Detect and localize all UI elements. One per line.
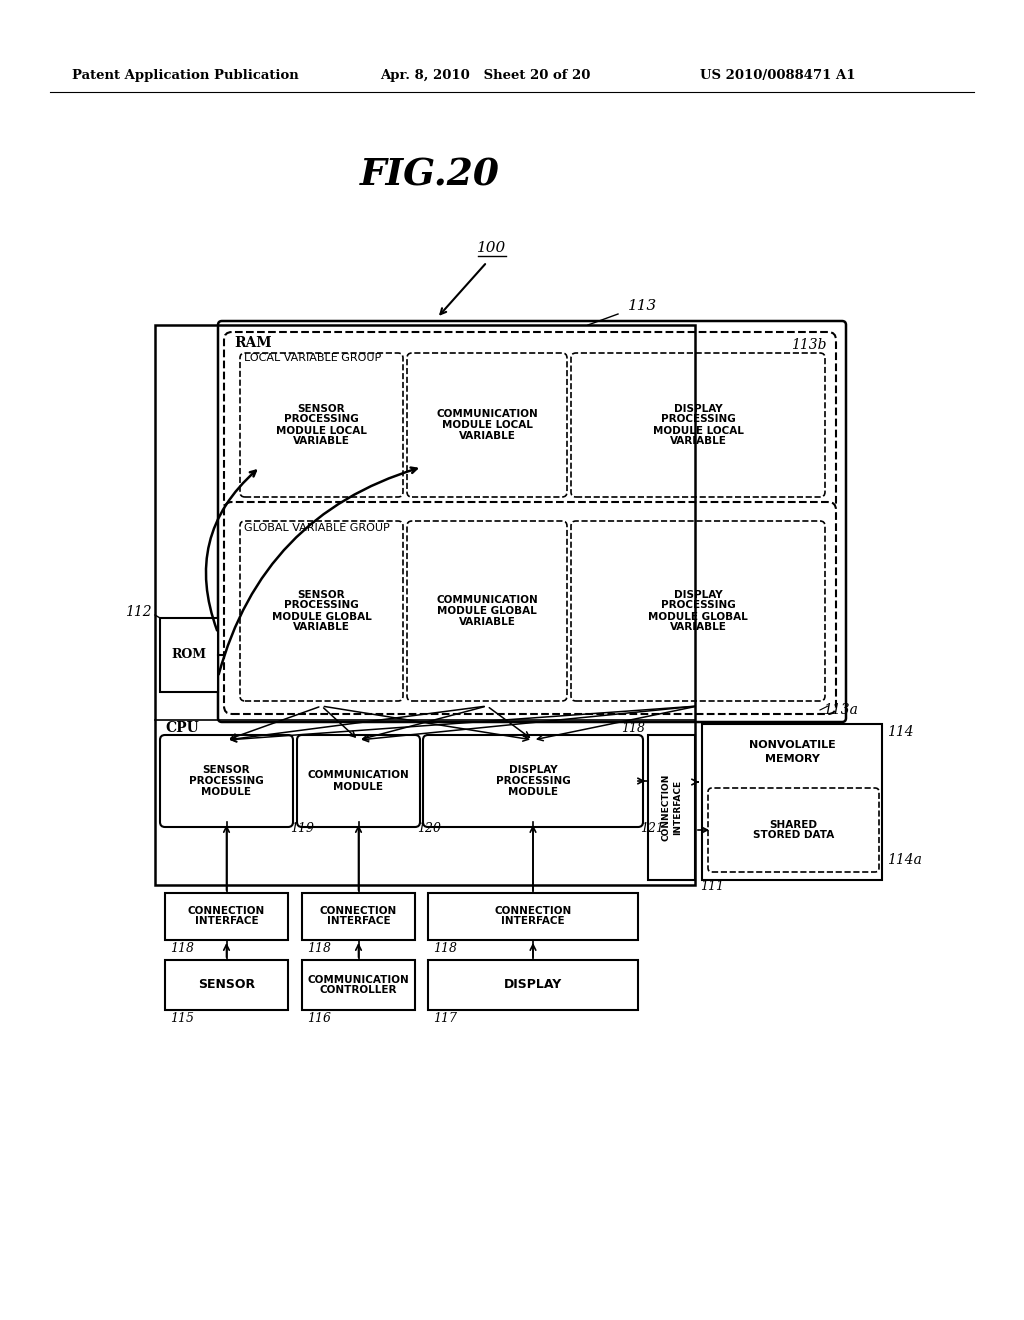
Text: 115: 115 [170, 1011, 194, 1024]
FancyBboxPatch shape [160, 618, 218, 692]
FancyBboxPatch shape [302, 960, 415, 1010]
Text: CPU: CPU [165, 721, 199, 735]
Text: PROCESSING: PROCESSING [660, 601, 735, 610]
Text: MODULE LOCAL: MODULE LOCAL [652, 425, 743, 436]
Text: MODULE: MODULE [334, 781, 384, 792]
FancyBboxPatch shape [407, 352, 567, 498]
Text: FIG.20: FIG.20 [360, 157, 500, 194]
Text: VARIABLE: VARIABLE [459, 616, 515, 627]
FancyBboxPatch shape [702, 723, 882, 880]
Text: Patent Application Publication: Patent Application Publication [72, 69, 299, 82]
Text: DISPLAY: DISPLAY [674, 404, 722, 413]
Text: STORED DATA: STORED DATA [753, 830, 835, 841]
Text: COMMUNICATION: COMMUNICATION [436, 595, 538, 605]
Text: 114a: 114a [887, 853, 922, 867]
Text: VARIABLE: VARIABLE [293, 437, 350, 446]
Text: 120: 120 [417, 821, 441, 834]
Text: 113a: 113a [823, 704, 858, 717]
Text: MODULE GLOBAL: MODULE GLOBAL [437, 606, 537, 616]
Text: DISPLAY: DISPLAY [504, 978, 562, 991]
FancyBboxPatch shape [571, 352, 825, 498]
Text: VARIABLE: VARIABLE [293, 623, 350, 632]
Text: 100: 100 [477, 242, 507, 255]
Text: DISPLAY: DISPLAY [509, 766, 557, 775]
FancyBboxPatch shape [160, 735, 293, 828]
Text: VARIABLE: VARIABLE [670, 623, 726, 632]
Text: VARIABLE: VARIABLE [670, 437, 726, 446]
Text: SENSOR: SENSOR [298, 404, 345, 413]
FancyBboxPatch shape [571, 521, 825, 701]
FancyBboxPatch shape [224, 333, 836, 510]
Text: GLOBAL VARIABLE GROUP: GLOBAL VARIABLE GROUP [244, 523, 390, 533]
Text: SENSOR: SENSOR [298, 590, 345, 599]
Text: US 2010/0088471 A1: US 2010/0088471 A1 [700, 69, 855, 82]
Text: MODULE GLOBAL: MODULE GLOBAL [648, 611, 748, 622]
Text: MODULE: MODULE [202, 787, 252, 797]
FancyBboxPatch shape [224, 502, 836, 714]
Text: 118: 118 [170, 941, 194, 954]
Text: 117: 117 [433, 1011, 457, 1024]
Text: CONTROLLER: CONTROLLER [319, 985, 397, 995]
Text: CONNECTION: CONNECTION [187, 907, 265, 916]
Text: MODULE: MODULE [508, 787, 558, 797]
Text: 119: 119 [290, 821, 314, 834]
Text: SENSOR: SENSOR [203, 766, 250, 775]
Text: CONNECTION: CONNECTION [495, 907, 571, 916]
Text: PROCESSING: PROCESSING [660, 414, 735, 425]
Text: COMMUNICATION: COMMUNICATION [436, 409, 538, 418]
Text: 116: 116 [307, 1011, 331, 1024]
FancyBboxPatch shape [297, 735, 420, 828]
FancyBboxPatch shape [428, 894, 638, 940]
Text: 118: 118 [621, 722, 645, 735]
Text: LOCAL VARIABLE GROUP: LOCAL VARIABLE GROUP [244, 352, 381, 363]
FancyBboxPatch shape [240, 352, 403, 498]
FancyBboxPatch shape [708, 788, 879, 873]
Text: PROCESSING: PROCESSING [284, 601, 358, 610]
Text: 118: 118 [433, 941, 457, 954]
FancyBboxPatch shape [648, 735, 695, 880]
Text: COMMUNICATION: COMMUNICATION [307, 975, 410, 985]
Text: 113b: 113b [792, 338, 827, 352]
FancyBboxPatch shape [240, 521, 403, 701]
Text: 112: 112 [125, 605, 152, 619]
FancyBboxPatch shape [423, 735, 643, 828]
FancyBboxPatch shape [428, 960, 638, 1010]
FancyBboxPatch shape [165, 960, 288, 1010]
Text: RAM: RAM [234, 337, 271, 350]
Text: ROM: ROM [171, 648, 207, 661]
Text: VARIABLE: VARIABLE [459, 432, 515, 441]
Text: 114: 114 [887, 725, 913, 739]
Text: 113: 113 [628, 300, 657, 313]
Text: MODULE LOCAL: MODULE LOCAL [276, 425, 367, 436]
Text: CONNECTION
INTERFACE: CONNECTION INTERFACE [662, 774, 682, 841]
Text: PROCESSING: PROCESSING [496, 776, 570, 785]
Text: 111: 111 [700, 879, 724, 892]
Text: PROCESSING: PROCESSING [189, 776, 264, 785]
Text: MODULE LOCAL: MODULE LOCAL [441, 420, 532, 430]
Text: COMMUNICATION: COMMUNICATION [307, 771, 410, 780]
Text: NONVOLATILE: NONVOLATILE [749, 741, 836, 751]
Text: MEMORY: MEMORY [765, 754, 819, 763]
Text: SENSOR: SENSOR [198, 978, 255, 991]
Text: DISPLAY: DISPLAY [674, 590, 722, 599]
FancyBboxPatch shape [407, 521, 567, 701]
Text: INTERFACE: INTERFACE [327, 916, 390, 927]
Text: SHARED: SHARED [769, 820, 817, 829]
Text: INTERFACE: INTERFACE [501, 916, 565, 927]
Text: PROCESSING: PROCESSING [284, 414, 358, 425]
FancyBboxPatch shape [165, 894, 288, 940]
Text: INTERFACE: INTERFACE [195, 916, 258, 927]
FancyBboxPatch shape [218, 321, 846, 722]
Text: 118: 118 [307, 941, 331, 954]
FancyBboxPatch shape [302, 894, 415, 940]
Text: CONNECTION: CONNECTION [319, 907, 397, 916]
Text: Apr. 8, 2010   Sheet 20 of 20: Apr. 8, 2010 Sheet 20 of 20 [380, 69, 591, 82]
Text: 121: 121 [640, 821, 664, 834]
Text: MODULE GLOBAL: MODULE GLOBAL [271, 611, 372, 622]
